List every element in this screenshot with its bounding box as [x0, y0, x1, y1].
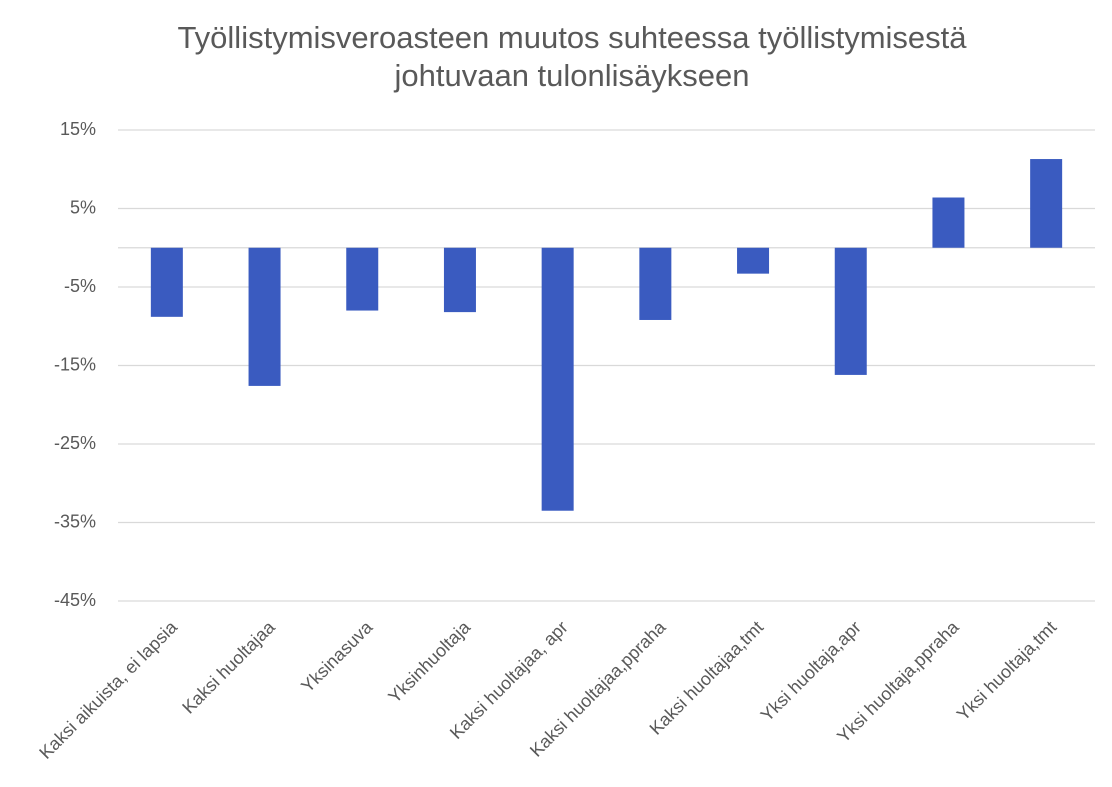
y-tick-label: -5% — [64, 276, 96, 296]
y-tick-label: -35% — [54, 511, 96, 531]
x-tick-label: Yksinasuva — [297, 616, 377, 696]
x-tick-label: Yksi huoltaja,tmt — [953, 617, 1061, 725]
bar — [1030, 159, 1063, 248]
bar — [932, 197, 965, 248]
bar — [834, 247, 867, 375]
bar — [346, 247, 379, 311]
bar — [639, 247, 672, 320]
bar — [737, 247, 770, 274]
x-tick-label: Kaksi huoltajaa — [178, 616, 279, 717]
y-tick-label: 15% — [60, 119, 96, 139]
bar — [150, 247, 183, 317]
bar — [443, 247, 476, 313]
y-tick-label: 5% — [70, 197, 96, 217]
chart-title: Työllistymisveroasteen muutos suhteessa … — [177, 20, 967, 55]
bar — [541, 247, 574, 511]
x-tick-label: Yksi huoltaja,apr — [757, 617, 865, 725]
chart-title: johtuvaan tulonlisäykseen — [393, 58, 749, 93]
y-tick-label: -25% — [54, 433, 96, 453]
x-tick-label: Yksinhuoltaja — [384, 616, 475, 707]
y-tick-label: -15% — [54, 354, 96, 374]
y-tick-label: -45% — [54, 590, 96, 610]
x-tick-label: Kaksi aikuista, ei lapsia — [35, 616, 181, 762]
bar — [248, 247, 281, 386]
